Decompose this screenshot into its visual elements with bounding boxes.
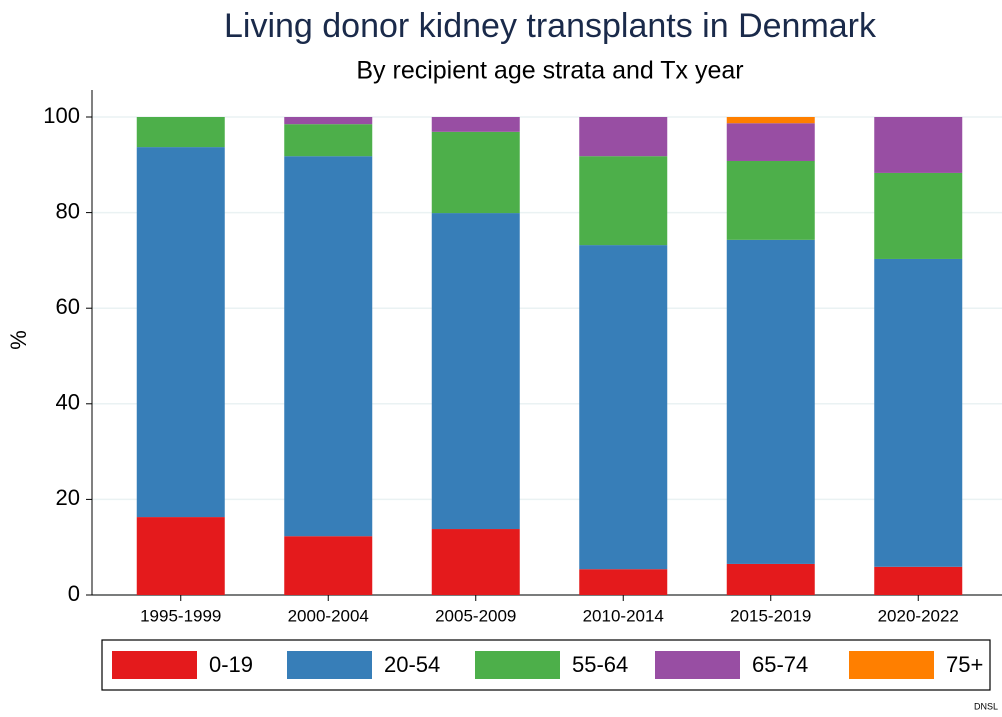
y-tick-label: 100	[43, 103, 80, 128]
y-axis-label: %	[6, 330, 31, 350]
y-tick-label: 20	[56, 485, 80, 510]
note: DNSL	[974, 701, 998, 711]
bar-segment	[136, 147, 225, 518]
legend-label: 55-64	[572, 652, 628, 677]
legend-swatch	[655, 651, 740, 679]
x-tick-label: 2000-2004	[288, 606, 369, 625]
legend-label: 20-54	[384, 652, 440, 677]
bar-segment	[874, 117, 963, 173]
bar-segment	[579, 245, 668, 570]
bar-segment	[579, 117, 668, 157]
bar-segment	[284, 124, 373, 157]
legend-label: 65-74	[752, 652, 808, 677]
bar-segment	[874, 258, 963, 567]
x-tick-label: 2020-2022	[878, 606, 959, 625]
legend-label: 0-19	[209, 652, 253, 677]
bar-segment	[136, 117, 225, 148]
bar-segment	[431, 213, 520, 530]
bar-segment	[874, 172, 963, 259]
legend-swatch	[475, 651, 560, 679]
x-tick-label: 2015-2019	[730, 606, 811, 625]
chart-subtitle: By recipient age strata and Tx year	[356, 57, 743, 85]
x-tick-label: 2005-2009	[435, 606, 516, 625]
chart-title: Living donor kidney transplants in Denma…	[224, 7, 877, 45]
bar-segment	[284, 156, 373, 537]
y-tick-label: 80	[56, 198, 80, 223]
bar-segment	[284, 117, 373, 125]
y-tick-label: 60	[56, 294, 80, 319]
bar-segment	[726, 117, 815, 124]
legend-label: 75+	[946, 652, 983, 677]
bar-segment	[579, 156, 668, 246]
x-tick-label: 2010-2014	[583, 606, 664, 625]
y-tick-label: 40	[56, 390, 80, 415]
bar-segment	[431, 117, 520, 132]
bar-segment	[874, 566, 963, 595]
y-tick-label: 0	[68, 581, 80, 606]
bar-segment	[726, 563, 815, 595]
bar-segment	[726, 123, 815, 161]
legend-box	[101, 639, 991, 691]
bar-segment	[579, 569, 668, 595]
bar-segment	[726, 239, 815, 564]
bar-segment	[431, 131, 520, 214]
legend-swatch	[112, 651, 197, 679]
bar-segment	[136, 517, 225, 595]
bar-segment	[284, 536, 373, 595]
bar-segment	[431, 529, 520, 595]
bar-segment	[726, 160, 815, 240]
legend-swatch	[849, 651, 934, 679]
legend-swatch	[287, 651, 372, 679]
x-tick-label: 1995-1999	[140, 606, 221, 625]
